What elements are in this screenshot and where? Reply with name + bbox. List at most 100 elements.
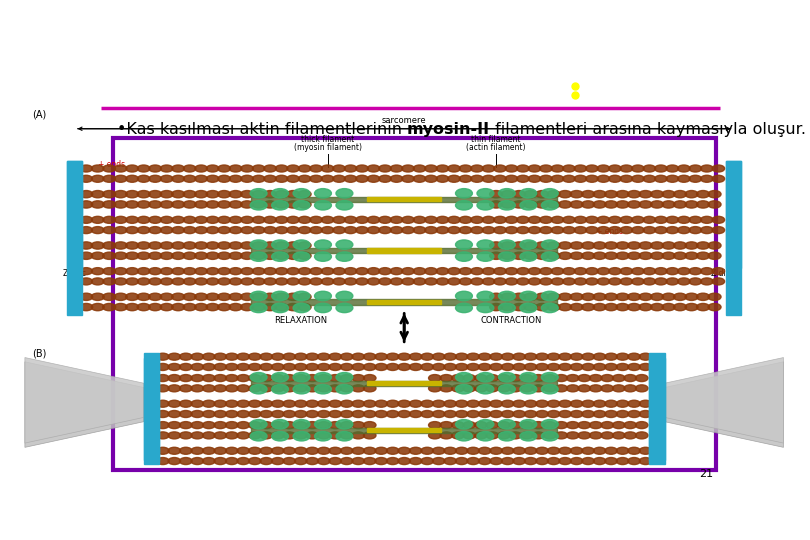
Circle shape [271,200,288,210]
Circle shape [532,422,544,429]
Circle shape [168,353,181,360]
Circle shape [678,278,690,285]
Circle shape [654,217,667,224]
Circle shape [364,353,376,360]
Circle shape [114,293,127,300]
Circle shape [309,227,322,234]
Bar [251,248,557,253]
Circle shape [156,363,169,370]
Circle shape [541,384,558,394]
Circle shape [283,400,296,407]
Text: RELAXATION: RELAXATION [275,316,327,325]
Circle shape [547,252,561,259]
Circle shape [333,227,345,234]
Circle shape [336,384,353,394]
Circle shape [260,363,272,370]
Circle shape [293,240,310,249]
Circle shape [616,457,629,464]
Circle shape [497,385,510,392]
Circle shape [287,176,300,183]
Circle shape [168,385,181,392]
Circle shape [367,217,380,224]
Circle shape [520,384,537,394]
Circle shape [386,447,399,454]
Circle shape [612,385,625,392]
Circle shape [336,420,353,429]
Circle shape [413,278,426,285]
Circle shape [298,278,311,285]
Circle shape [137,303,150,310]
Circle shape [536,353,548,360]
Circle shape [616,242,629,249]
Circle shape [379,176,391,183]
Circle shape [489,303,503,310]
Circle shape [489,242,503,249]
Circle shape [207,268,219,275]
Circle shape [160,176,173,183]
Circle shape [475,375,487,382]
Circle shape [202,375,215,382]
Circle shape [486,375,499,382]
Circle shape [398,457,411,464]
Circle shape [214,410,227,417]
Circle shape [364,422,376,429]
Circle shape [666,268,679,275]
Circle shape [636,375,648,382]
Circle shape [498,188,515,198]
Circle shape [309,176,322,183]
Bar [650,357,665,460]
Circle shape [712,278,725,285]
Circle shape [513,353,526,360]
Circle shape [477,240,494,249]
Circle shape [250,303,267,313]
Circle shape [490,363,502,370]
Circle shape [271,240,288,249]
Circle shape [402,176,414,183]
Circle shape [570,363,583,370]
Text: Z disc: Z disc [711,269,734,278]
Circle shape [597,165,610,172]
Circle shape [437,217,449,224]
Circle shape [639,242,652,249]
Circle shape [528,176,541,183]
Circle shape [524,242,537,249]
Circle shape [563,227,575,234]
Circle shape [364,447,376,454]
Circle shape [570,447,583,454]
Circle shape [501,353,514,360]
Circle shape [191,375,203,382]
Circle shape [463,375,475,382]
Circle shape [314,420,331,429]
Circle shape [402,227,414,234]
Circle shape [574,217,586,224]
Circle shape [616,303,629,310]
Circle shape [536,410,548,417]
Circle shape [459,217,471,224]
Circle shape [662,191,675,198]
Circle shape [202,422,215,429]
Circle shape [114,176,127,183]
Circle shape [191,447,203,454]
Circle shape [336,252,353,261]
Circle shape [697,191,710,198]
Circle shape [477,384,494,394]
Circle shape [697,242,710,249]
Circle shape [287,242,300,249]
Circle shape [340,447,353,454]
Circle shape [298,303,311,310]
Circle shape [685,242,698,249]
Circle shape [539,217,552,224]
Bar [251,299,557,305]
Circle shape [402,217,414,224]
Circle shape [180,410,192,417]
Circle shape [501,293,514,300]
Circle shape [524,201,537,208]
Circle shape [352,385,365,392]
Circle shape [191,353,203,360]
Circle shape [218,165,230,172]
Circle shape [237,375,249,382]
Circle shape [287,191,300,198]
Circle shape [249,363,261,370]
Circle shape [250,252,267,261]
Circle shape [386,363,399,370]
